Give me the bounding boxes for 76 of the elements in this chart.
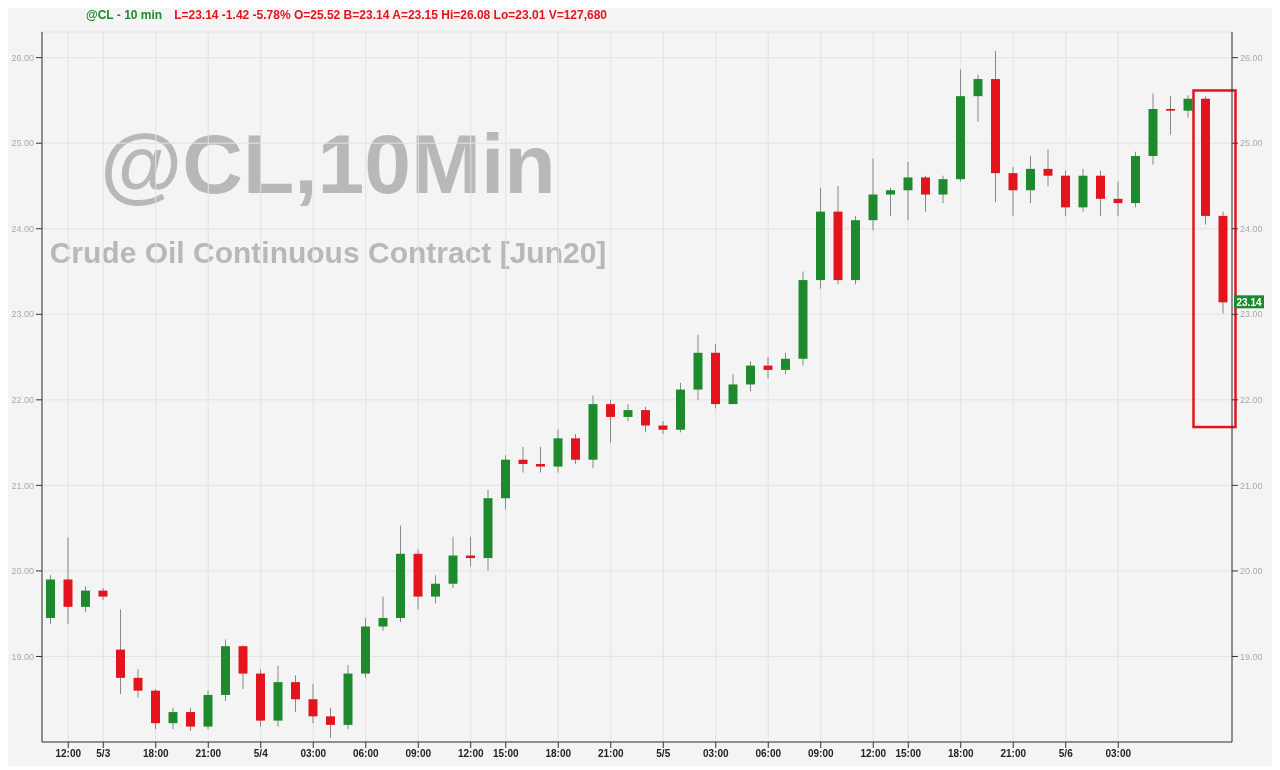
y-tick-label: 23.00: [11, 309, 34, 320]
x-tick-label: 03:00: [702, 748, 729, 760]
x-tick-label: 03:00: [1105, 748, 1132, 760]
candlestick: [81, 585, 90, 613]
candlestick: [536, 446, 545, 474]
chart-title: @CL - 10 min: [86, 8, 163, 22]
y2-tick-label: 21.00: [1240, 480, 1263, 491]
y2-tick-label: 25.00: [1240, 138, 1263, 149]
x-tick-label: 09:00: [405, 748, 432, 760]
y-tick-label: 21.00: [11, 480, 34, 491]
x-tick-label: 03:00: [300, 748, 327, 760]
candlestick: [1026, 155, 1035, 204]
candlestick: [1043, 148, 1053, 187]
candlestick: [746, 360, 755, 392]
annotation: 23.14: [1236, 296, 1262, 308]
candlestick: [641, 406, 650, 433]
candlestick: [1008, 166, 1018, 217]
candlestick: [606, 399, 615, 444]
candlestick: [973, 74, 983, 123]
candlestick: [886, 187, 895, 217]
candlestick: [938, 175, 948, 204]
x-tick-label: 21:00: [597, 748, 624, 760]
x-tick-label: 5/6: [1058, 748, 1074, 760]
x-tick-label: 21:00: [1000, 748, 1027, 760]
x-tick-label: 06:00: [352, 748, 379, 760]
candlestick: [518, 446, 528, 474]
candlestick: [1166, 95, 1175, 136]
x-tick-label: 5/4: [253, 748, 269, 760]
candlestick: [186, 707, 195, 732]
x-tick-label: 15:00: [895, 748, 922, 760]
candlestick: [308, 683, 318, 724]
y2-tick-label: 26.00: [1240, 52, 1263, 63]
candlestick: [1096, 170, 1105, 217]
x-tick-label: 18:00: [545, 748, 572, 760]
annotation: Crude Oil Continuous Contract [Jun20]: [48, 236, 608, 270]
y2-tick-label: 23.00: [1240, 309, 1263, 320]
y2-tick-label: 19.00: [1240, 651, 1263, 662]
chart-subtitle: L=23.14 -1.42 -5.78% O=25.52 B=23.14 A=23.15 Hi=26.08 Lo=23.01 V=127,680: [174, 8, 608, 22]
y-tick-label: 20.00: [11, 566, 34, 577]
y-tick-label: 26.00: [11, 52, 34, 63]
candlestick: [623, 403, 633, 422]
x-tick-label: 21:00: [195, 748, 222, 760]
x-tick-label: 12:00: [55, 748, 82, 760]
y-tick-label: 25.00: [11, 138, 34, 149]
x-tick-label: 18:00: [142, 748, 169, 760]
annotation: @CL,10Min: [99, 116, 557, 213]
y2-tick-label: 20.00: [1240, 566, 1263, 577]
x-tick-label: 12:00: [860, 748, 887, 760]
candlestick: [781, 352, 790, 375]
candlestick: [133, 668, 143, 699]
candlestick: [291, 674, 300, 713]
x-tick-label: 5/5: [656, 748, 671, 760]
candlestick: [658, 420, 668, 435]
candlestick: [763, 356, 773, 379]
candlestick: [378, 596, 388, 632]
candlestick: [921, 175, 930, 213]
candlestick: [571, 433, 580, 465]
candlestick: [431, 574, 440, 604]
y2-tick-label: 22.00: [1240, 395, 1263, 406]
x-tick-label: 09:00: [807, 748, 834, 760]
x-tick-label: 18:00: [947, 748, 974, 760]
x-tick-label: 12:00: [457, 748, 484, 760]
candlestick: [98, 587, 108, 601]
y-tick-label: 24.00: [11, 223, 34, 234]
candlestick: [1183, 94, 1193, 119]
y2-tick-label: 24.00: [1240, 223, 1263, 234]
candlestick: [903, 161, 913, 221]
candlestick: [168, 707, 178, 730]
y-tick-label: 22.00: [11, 395, 34, 406]
x-tick-label: 06:00: [755, 748, 782, 760]
y-tick-label: 19.00: [11, 651, 34, 662]
candlestick: [326, 707, 335, 739]
candlestick: [728, 373, 738, 405]
x-tick-label: 5/3: [96, 748, 111, 760]
x-tick-label: 15:00: [492, 748, 519, 760]
candlestick: [1113, 181, 1123, 217]
